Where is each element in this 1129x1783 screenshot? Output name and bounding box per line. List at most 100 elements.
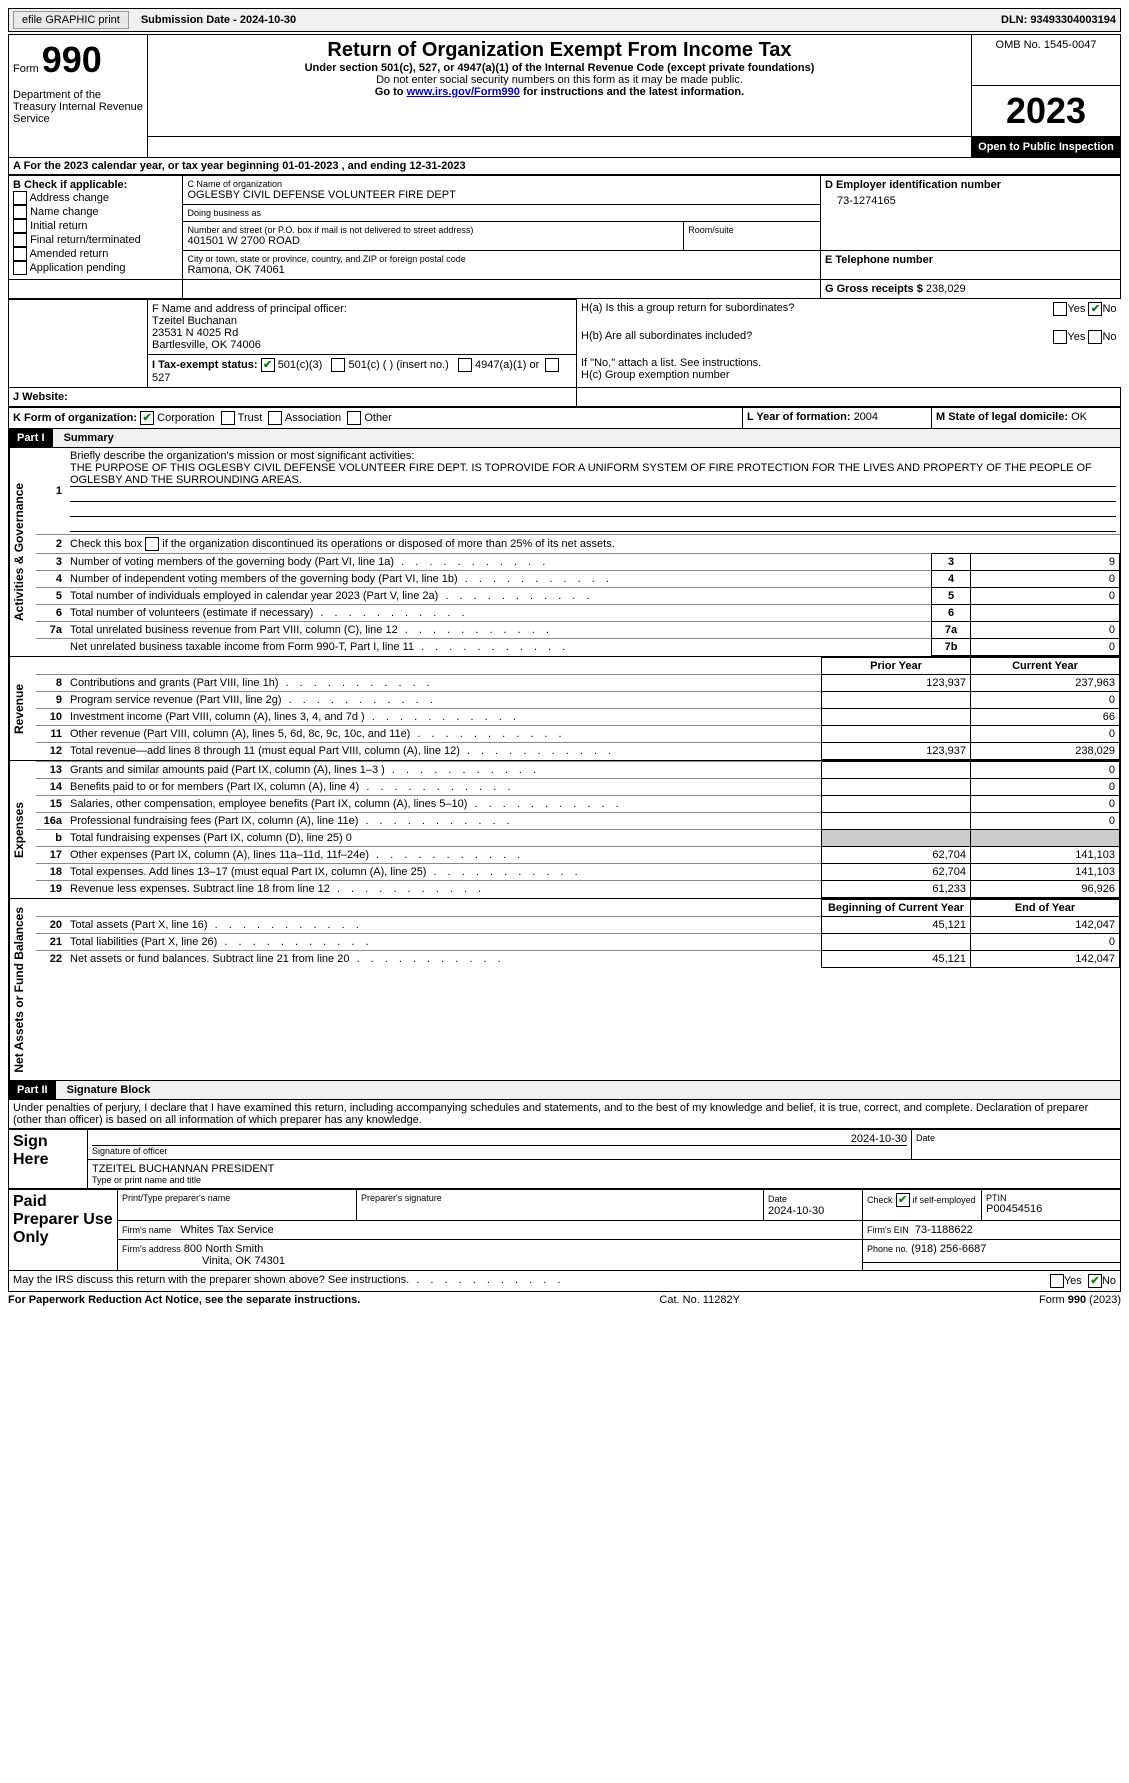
- part2-badge: Part II: [9, 1081, 56, 1099]
- summary-row: 19 Revenue less expenses. Subtract line …: [36, 880, 1120, 897]
- box-l-label: L Year of formation:: [747, 411, 854, 423]
- summary-row: 12 Total revenue—add lines 8 through 11 …: [36, 742, 1120, 759]
- officer-addr1: 23531 N 4025 Rd: [152, 327, 572, 339]
- firm-ein: 73-1188622: [915, 1224, 973, 1236]
- other-checkbox[interactable]: [347, 411, 361, 425]
- gross-receipts-label: G Gross receipts $: [825, 283, 926, 295]
- part1-title: Summary: [56, 429, 122, 447]
- state-domicile: OK: [1071, 411, 1087, 423]
- assoc-checkbox[interactable]: [268, 411, 282, 425]
- netassets-section: Net Assets or Fund Balances Beginning of…: [8, 899, 1121, 1082]
- open-inspection: Open to Public Inspection: [972, 136, 1121, 157]
- summary-row: 14 Benefits paid to or for members (Part…: [36, 778, 1120, 795]
- gross-receipts-value: 238,029: [926, 283, 966, 295]
- cat-number: Cat. No. 11282Y: [659, 1294, 740, 1306]
- hb-label: H(b) Are all subordinates included?: [581, 330, 752, 342]
- discontinued-checkbox[interactable]: [145, 537, 159, 551]
- firm-phone: (918) 256-6687: [911, 1243, 986, 1255]
- checkbox-address-change[interactable]: [13, 191, 27, 205]
- street-value: 401501 W 2700 ROAD: [187, 235, 679, 247]
- box-f-label: F Name and address of principal officer:: [152, 303, 572, 315]
- box-j-label: J Website:: [13, 391, 68, 403]
- dept-treasury: Department of the Treasury Internal Reve…: [9, 85, 148, 157]
- checkbox-name-change[interactable]: [13, 205, 27, 219]
- org-name: OGLESBY CIVIL DEFENSE VOLUNTEER FIRE DEP…: [187, 189, 816, 201]
- 4947-checkbox[interactable]: [458, 358, 472, 372]
- date-label: Date: [916, 1133, 1116, 1143]
- officer-group-info: F Name and address of principal officer:…: [8, 299, 1121, 407]
- hb-no-checkbox[interactable]: [1088, 330, 1102, 344]
- col-prior: Prior Year: [822, 657, 971, 674]
- entity-info: B Check if applicable: Address change Na…: [8, 175, 1121, 299]
- box-i-label: I Tax-exempt status:: [152, 358, 258, 370]
- efile-print-button[interactable]: efile GRAPHIC print: [13, 11, 129, 29]
- summary-row: 15 Salaries, other compensation, employe…: [36, 795, 1120, 812]
- form-footer: Form 990 (2023): [1039, 1294, 1121, 1306]
- checkbox-amended-return[interactable]: [13, 247, 27, 261]
- form-number: 990: [42, 39, 102, 80]
- sig-date: 2024-10-30: [92, 1133, 907, 1146]
- summary-row: 10 Investment income (Part VIII, column …: [36, 708, 1120, 725]
- phone-label: E Telephone number: [825, 254, 1116, 266]
- box-k-label: K Form of organization:: [13, 411, 137, 423]
- form-subtitle-2: Do not enter social security numbers on …: [152, 74, 967, 86]
- sig-officer-label: Signature of officer: [92, 1146, 907, 1156]
- discuss-yes-checkbox[interactable]: [1050, 1274, 1064, 1288]
- summary-row: 8 Contributions and grants (Part VIII, l…: [36, 674, 1120, 691]
- netassets-label: Net Assets or Fund Balances: [9, 899, 36, 1081]
- hb-yes-checkbox[interactable]: [1053, 330, 1067, 344]
- 501c3-checkbox[interactable]: [261, 358, 275, 372]
- sign-here-label: Sign Here: [9, 1130, 88, 1189]
- expenses-label: Expenses: [9, 761, 36, 898]
- revenue-label: Revenue: [9, 657, 36, 760]
- col-end: End of Year: [971, 899, 1120, 916]
- trust-checkbox[interactable]: [221, 411, 235, 425]
- dln: DLN: 93493304003194: [1001, 14, 1116, 26]
- self-employed-checkbox[interactable]: [896, 1193, 910, 1207]
- perjury-statement: Under penalties of perjury, I declare th…: [8, 1100, 1121, 1129]
- checkbox-initial-return[interactable]: [13, 219, 27, 233]
- summary-row: 6 Total number of volunteers (estimate i…: [36, 604, 1120, 621]
- ein-label: D Employer identification number: [825, 179, 1116, 191]
- top-bar: efile GRAPHIC print Submission Date - 20…: [8, 8, 1121, 32]
- hc-label: H(c) Group exemption number: [581, 369, 1117, 381]
- 527-checkbox[interactable]: [545, 358, 559, 372]
- ptin-label: PTIN: [986, 1193, 1116, 1203]
- name-label: C Name of organization: [187, 179, 816, 189]
- part1-badge: Part I: [9, 429, 53, 447]
- summary-row: 5 Total number of individuals employed i…: [36, 587, 1120, 604]
- summary-row: 17 Other expenses (Part IX, column (A), …: [36, 846, 1120, 863]
- corp-checkbox[interactable]: [140, 411, 154, 425]
- room-label: Room/suite: [688, 225, 816, 235]
- irs-link[interactable]: www.irs.gov/Form990: [407, 86, 520, 98]
- dba-label: Doing business as: [187, 208, 816, 218]
- hb-note: If "No," attach a list. See instructions…: [581, 357, 1117, 369]
- prep-date: 2024-10-30: [768, 1205, 824, 1217]
- form-title: Return of Organization Exempt From Incom…: [152, 39, 967, 62]
- summary-row: 13 Grants and similar amounts paid (Part…: [36, 761, 1120, 778]
- mission-text: THE PURPOSE OF THIS OGLESBY CIVIL DEFENS…: [70, 462, 1116, 487]
- revenue-section: Revenue Prior Year Current Year 8 Contri…: [8, 657, 1121, 761]
- discuss-row: May the IRS discuss this return with the…: [8, 1271, 1121, 1292]
- 501c-checkbox[interactable]: [331, 358, 345, 372]
- officer-addr2: Bartlesville, OK 74006: [152, 339, 572, 351]
- col-begin: Beginning of Current Year: [822, 899, 971, 916]
- summary-row: b Total fundraising expenses (Part IX, c…: [36, 829, 1120, 846]
- ptin-value: P00454516: [986, 1203, 1116, 1215]
- street-label: Number and street (or P.O. box if mail i…: [187, 225, 679, 235]
- ha-no-checkbox[interactable]: [1088, 302, 1102, 316]
- page-footer: For Paperwork Reduction Act Notice, see …: [8, 1294, 1121, 1306]
- line1-label: Briefly describe the organization's miss…: [70, 450, 414, 462]
- firm-name: Whites Tax Service: [180, 1224, 273, 1236]
- preparer-table: Paid Preparer Use Only Print/Type prepar…: [8, 1189, 1121, 1271]
- summary-row: 21 Total liabilities (Part X, line 26) 0: [36, 933, 1120, 950]
- checkbox-application-pending[interactable]: [13, 261, 27, 275]
- tax-year: 2023: [972, 85, 1121, 136]
- discuss-no-checkbox[interactable]: [1088, 1274, 1102, 1288]
- goto-suffix: for instructions and the latest informat…: [523, 86, 744, 98]
- ha-yes-checkbox[interactable]: [1053, 302, 1067, 316]
- part1-header-row: Part I Summary: [8, 429, 1121, 448]
- box-b-label: B Check if applicable:: [13, 179, 178, 191]
- checkbox-final-return[interactable]: [13, 233, 27, 247]
- tax-period: A For the 2023 calendar year, or tax yea…: [8, 158, 1121, 175]
